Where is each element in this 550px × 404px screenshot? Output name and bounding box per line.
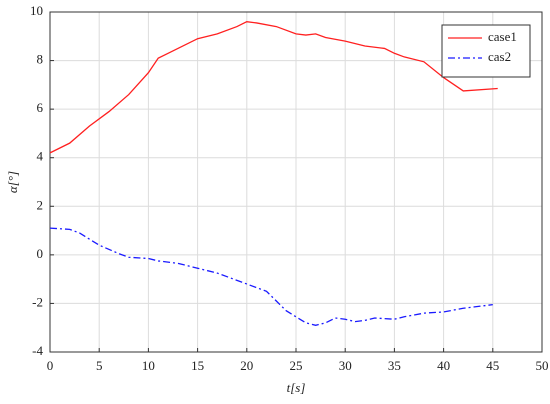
x-tick-label: 40 — [437, 358, 450, 373]
plot-frame — [49, 11, 543, 353]
x-tick-label: 30 — [339, 358, 352, 373]
x-tick-label: 0 — [47, 358, 54, 373]
x-tick-label: 20 — [240, 358, 253, 373]
y-tick-label: -2 — [32, 294, 43, 309]
y-tick-label: 4 — [37, 149, 44, 164]
legend-label: cas2 — [488, 49, 511, 64]
x-axis-label: t[s] — [287, 380, 306, 395]
x-tick-label: 25 — [290, 358, 303, 373]
legend-label: case1 — [488, 29, 517, 44]
x-tick-label: 10 — [142, 358, 155, 373]
y-tick-label: 8 — [37, 52, 44, 67]
y-tick-label: 0 — [37, 246, 44, 261]
x-tick-label: 50 — [536, 358, 549, 373]
y-tick-label: 2 — [37, 197, 44, 212]
line-series — [49, 227, 493, 326]
x-tick-label: 45 — [486, 358, 499, 373]
y-axis-label: α[°] — [5, 171, 20, 193]
line-series — [49, 21, 498, 154]
x-tick-label: 35 — [388, 358, 401, 373]
y-tick-label: 6 — [37, 100, 44, 115]
x-tick-label: 15 — [191, 358, 204, 373]
y-tick-label: -4 — [32, 343, 43, 358]
x-tick-label: 5 — [96, 358, 103, 373]
legend-box — [441, 24, 531, 78]
y-tick-label: 10 — [30, 3, 43, 18]
